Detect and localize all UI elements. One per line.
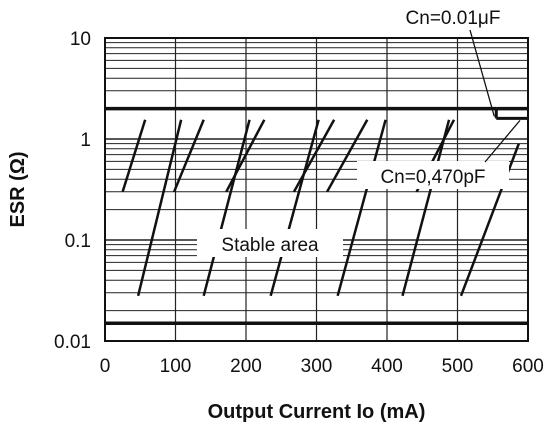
annotations: Cn=0.01μF Cn=0,470pF Stable area [197, 2, 521, 257]
x-axis-label: Output Current Io (mA) [208, 401, 426, 423]
grid [105, 38, 528, 341]
hatch-line [401, 119, 451, 297]
hatch-line [172, 119, 205, 193]
hatch-line [459, 143, 521, 297]
y-tick-label: 10 [70, 29, 91, 50]
x-tick-label: 200 [230, 356, 262, 377]
annotation-cn-470pf: Cn=0,470pF [380, 167, 485, 188]
x-tick-label: 500 [442, 356, 474, 377]
x-tick-label: 600 [512, 356, 544, 377]
x-tick-label: 100 [160, 356, 192, 377]
hatch-line [121, 119, 147, 193]
x-tick-label: 0 [100, 356, 111, 377]
annotation-leader-line [484, 119, 521, 163]
hatch-line [136, 119, 183, 297]
y-tick-label: 0.1 [65, 231, 91, 252]
hatch-lines [121, 119, 521, 297]
annotation-background [197, 229, 343, 257]
tick-labels: 0 100 200 300 400 500 600 0.01 0.1 1 10 [54, 29, 544, 377]
y-axis-label: ESR (Ω) [7, 151, 29, 227]
y-tick-label: 1 [80, 130, 91, 151]
annotation-background [357, 161, 509, 189]
x-tick-label: 300 [301, 356, 333, 377]
annotation-cn-001uf: Cn=0.01μF [406, 8, 501, 29]
hatch-line [336, 119, 387, 297]
hatch-line [325, 119, 369, 193]
annotation-background [397, 2, 509, 30]
annotation-leader-line [469, 29, 495, 117]
hatch-line [292, 119, 336, 193]
stability-boundaries [105, 106, 528, 325]
x-tick-label: 400 [371, 356, 403, 377]
hatch-line [269, 119, 320, 297]
hatch-line [225, 119, 266, 193]
stable-area-label: Stable area [221, 235, 319, 256]
plot-frame [104, 37, 529, 342]
y-tick-label: 0.01 [54, 332, 91, 353]
hatch-line [202, 119, 251, 297]
